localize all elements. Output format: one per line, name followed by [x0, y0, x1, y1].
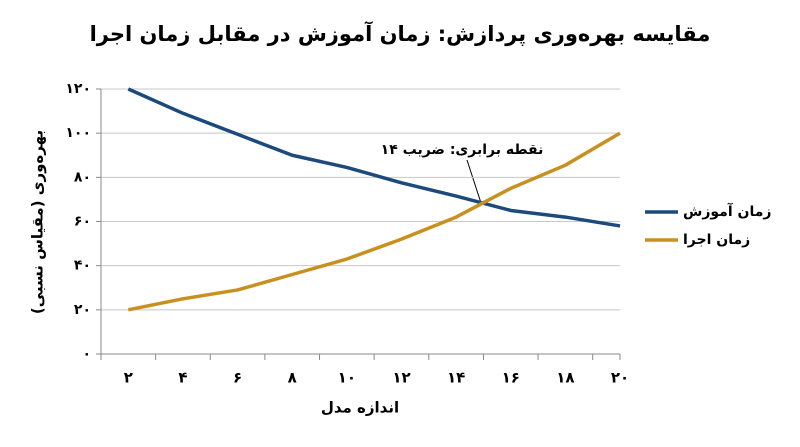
x-axis-label: اندازه مدل	[321, 399, 399, 417]
y-tick-label: ۸۰	[74, 169, 91, 185]
x-tick-label: ۲۰	[611, 369, 629, 387]
x-tick-label: ۸	[288, 369, 297, 387]
x-tick-label: ۲	[124, 369, 133, 387]
x-tick-label: ۴	[178, 369, 187, 387]
annotation-leader	[466, 159, 482, 204]
legend-label: زمان اجرا	[683, 232, 750, 248]
x-tick-label: ۱۰	[338, 369, 356, 387]
x-tick-label: ۱۲	[392, 369, 410, 387]
y-tick-label: ۴۰	[74, 258, 91, 274]
line-series	[127, 131, 621, 312]
y-tick-label: ۲۰	[74, 302, 91, 318]
y-axis-label: بهره‌وری (مقیاس نسبی)	[29, 130, 47, 314]
annotation: نقطه برابری: ضریب ۱۴	[381, 142, 544, 158]
legend-label: زمان آموزش	[683, 202, 771, 220]
line-series	[127, 87, 621, 228]
x-tick-label: ۶	[233, 369, 242, 387]
y-tick-label: ۶۰	[74, 214, 91, 230]
x-tick-label: ۱۸	[556, 369, 574, 387]
chart-title: مقایسه بهره‌وری پردازش: زمان آموزش در مق…	[90, 21, 711, 46]
y-tick-label: ۰	[82, 346, 91, 362]
x-tick-label: ۱۴	[447, 369, 465, 387]
y-tick-label: ۱۲۰	[65, 81, 91, 97]
x-tick-label: ۱۶	[502, 369, 520, 387]
y-tick-label: ۱۰۰	[65, 125, 91, 141]
